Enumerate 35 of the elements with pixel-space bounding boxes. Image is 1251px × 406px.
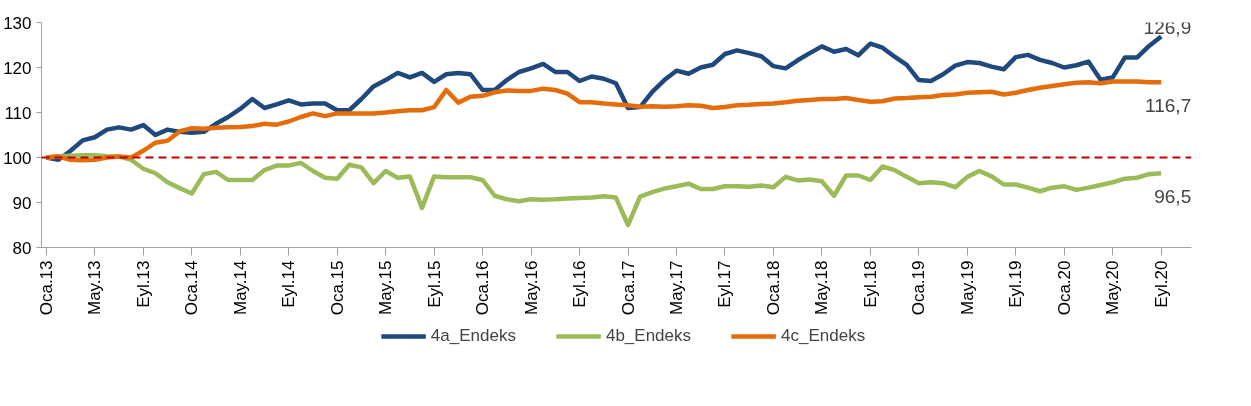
x-tick-label: May.14 [230, 260, 250, 315]
x-tick-label: Eyl.19 [1006, 260, 1026, 308]
x-tick-label: Eyl.14 [279, 260, 299, 308]
x-tick-label: May.17 [666, 260, 686, 315]
annotation: 116,7 [1145, 95, 1192, 117]
y-tick-label: 110 [4, 103, 32, 123]
x-tick-label: Oca.17 [618, 260, 638, 316]
y-tick-label: 80 [12, 238, 32, 258]
x-tick-label: Eyl.20 [1151, 260, 1171, 308]
x-tick-label: Eyl.16 [570, 260, 590, 308]
y-tick-label: 120 [3, 58, 32, 78]
x-tick-label: May.19 [957, 260, 977, 315]
x-tick-label: Oca.15 [327, 260, 347, 316]
x-tick-label: Oca.19 [909, 260, 929, 316]
y-tick-label: 90 [12, 193, 32, 213]
x-tick-label: Oca.13 [36, 260, 56, 316]
x-tick-label: Eyl.13 [133, 260, 153, 308]
x-tick-label: May.18 [812, 260, 832, 315]
legend-label: 4a_Endeks [430, 326, 516, 346]
x-tick-label: May.20 [1103, 260, 1123, 315]
annotation: 96,5 [1154, 186, 1192, 208]
legend-label: 4c_Endeks [781, 326, 866, 346]
x-tick-label: May.13 [85, 260, 105, 315]
x-tick-label: Oca.14 [182, 260, 202, 316]
x-tick-label: Oca.18 [763, 260, 783, 316]
x-tick-label: May.16 [521, 260, 541, 315]
x-tick-label: Oca.16 [473, 260, 493, 316]
x-tick-label: Eyl.18 [860, 260, 880, 308]
legend-label: 4b_Endeks [605, 326, 692, 346]
y-tick-label: 100 [3, 148, 32, 168]
x-tick-label: Eyl.17 [715, 260, 735, 308]
x-tick-label: Oca.20 [1054, 260, 1074, 316]
x-tick-label: May.15 [376, 260, 396, 315]
x-tick-label: Eyl.15 [424, 260, 444, 308]
y-tick-label: 130 [3, 13, 32, 33]
